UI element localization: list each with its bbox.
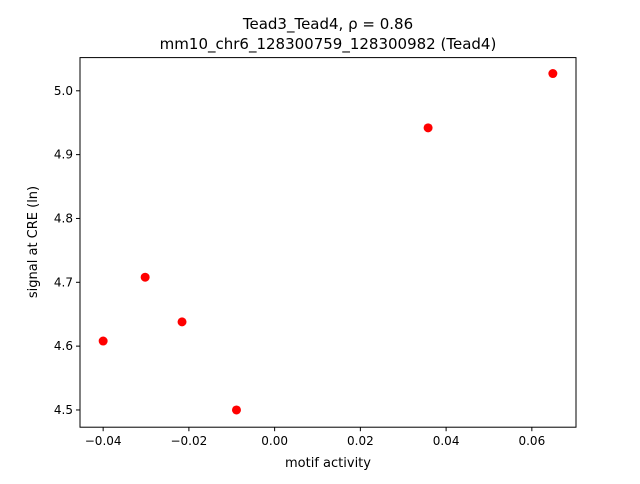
chart-subtitle: mm10_chr6_128300759_128300982 (Tead4) — [160, 35, 497, 54]
x-tick-label: −0.04 — [85, 434, 122, 448]
point — [177, 317, 187, 327]
x-tick-label: 0.04 — [433, 434, 460, 448]
point — [231, 405, 241, 415]
x-tick-label: 0.06 — [518, 434, 545, 448]
y-tick-label: 4.6 — [54, 339, 73, 353]
y-tick-label: 5.0 — [54, 84, 73, 98]
point — [548, 69, 558, 79]
plot-frame — [79, 57, 577, 428]
x-tick-label: 0.00 — [261, 434, 288, 448]
x-tick-label: −0.02 — [170, 434, 207, 448]
point — [140, 272, 150, 282]
y-tick-label: 4.7 — [54, 275, 73, 289]
y-axis-label: signal at CRE (ln) — [26, 186, 41, 298]
x-tick-label: 0.02 — [347, 434, 374, 448]
y-tick-label: 4.5 — [54, 403, 73, 417]
point — [423, 123, 433, 133]
y-tick-label: 4.8 — [54, 211, 73, 225]
point — [98, 336, 108, 346]
y-tick-label: 4.9 — [54, 148, 73, 162]
x-axis-label: motif activity — [285, 456, 371, 471]
chart-title: Tead3_Tead4, ρ = 0.86 — [242, 15, 413, 34]
